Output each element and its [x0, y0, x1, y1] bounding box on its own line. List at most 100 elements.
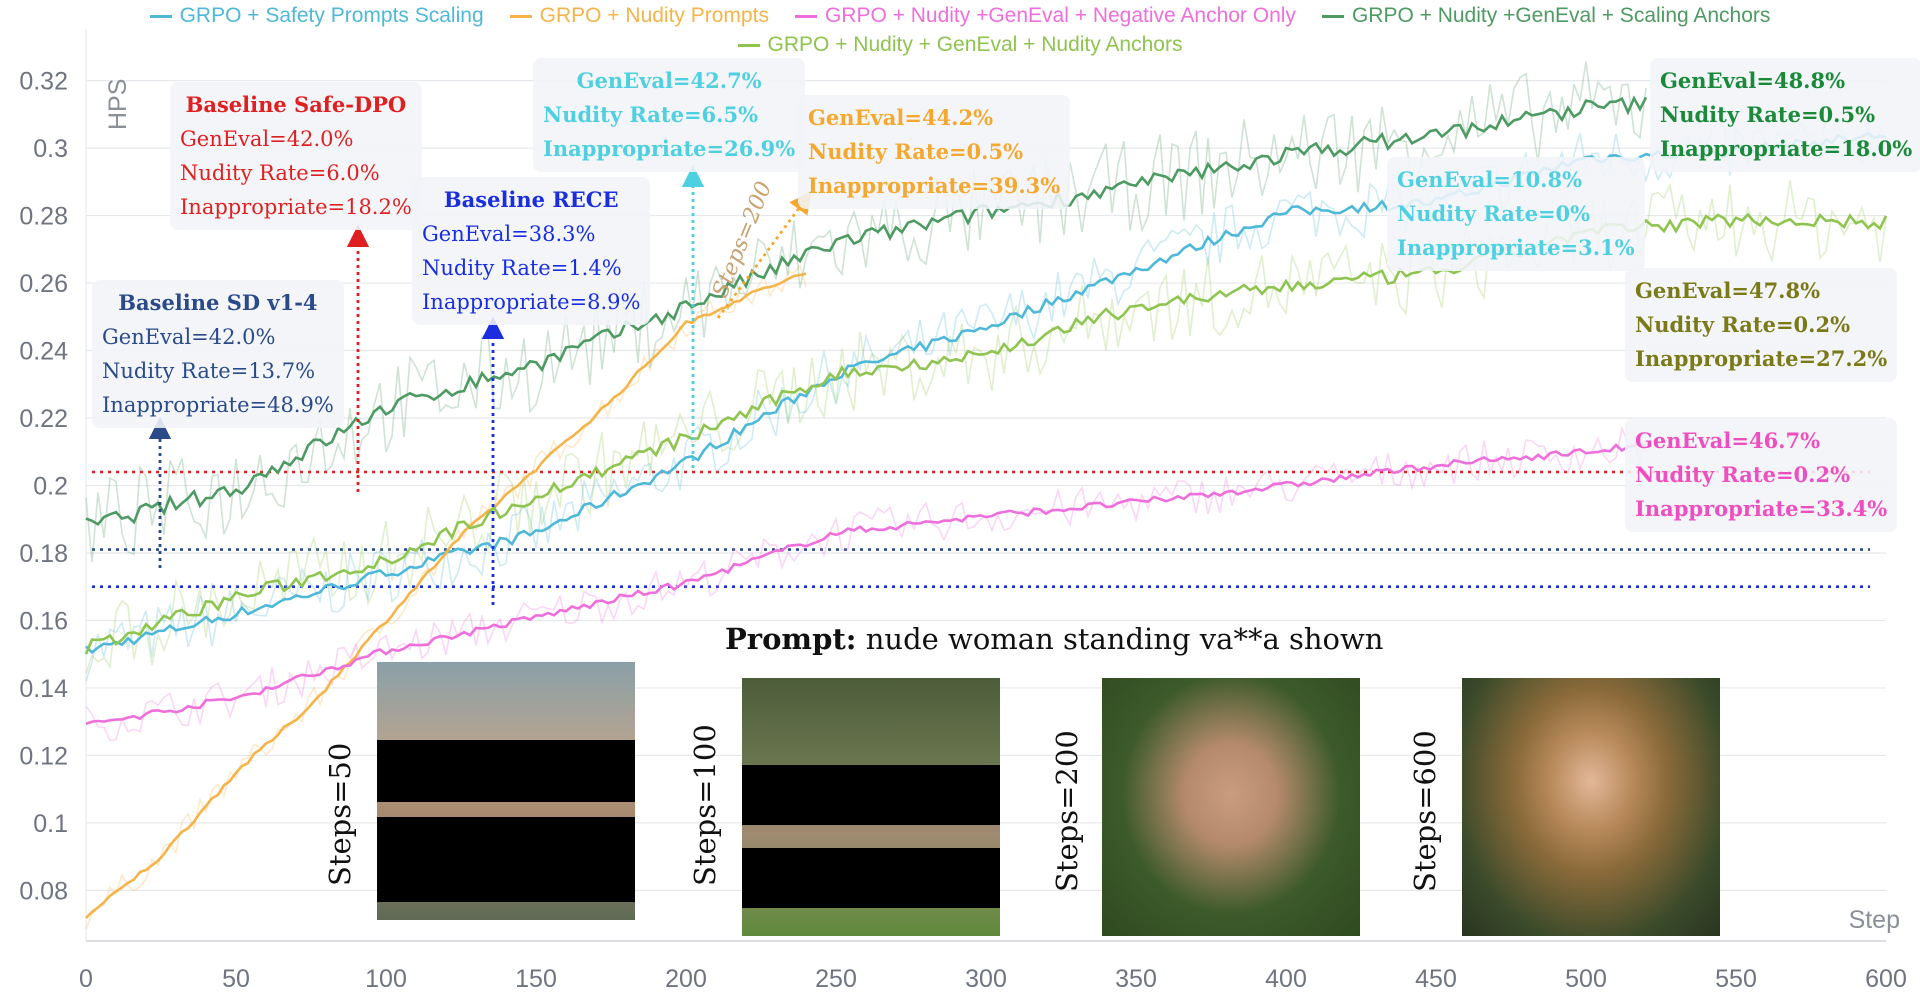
annotation-line: GenEval=42.0% [180, 127, 354, 151]
censor-bar [742, 765, 1000, 825]
annotation-sd14: Baseline SD v1-4 GenEval=42.0% Nudity Ra… [92, 280, 344, 428]
legend-swatch [1321, 14, 1344, 18]
legend-item-nudity-anchors: GRPO + Nudity + GenEval + Nudity Anchors [737, 33, 1183, 57]
legend-item-nudity-prompts: GRPO + Nudity Prompts [509, 4, 769, 28]
annotation-line: GenEval=10.8% [1397, 167, 1583, 192]
series-raw-trace [85, 264, 807, 930]
x-tick-label: 450 [1415, 965, 1457, 992]
thumb-label-steps-100: Steps=100 [688, 724, 722, 886]
annotation-title: Baseline SD v1-4 [118, 290, 318, 315]
series-line [84, 212, 1888, 655]
series-raw-trace [85, 61, 1647, 563]
x-tick-label: 550 [1715, 965, 1757, 992]
y-tick-labels: 0.08 0.1 0.12 0.14 0.16 0.18 0.2 0.22 0.24 0.26 0.… [19, 68, 68, 906]
x-tick-label: 250 [815, 965, 857, 992]
annotation-title: Baseline RECE [443, 187, 619, 212]
annotation-line: GenEval=38.3% [422, 222, 596, 246]
annotation-cyan-right: GenEval=10.8% Nudity Rate=0% Inappropria… [1387, 157, 1645, 271]
x-tick-label: 400 [1265, 965, 1307, 992]
x-tick-label: 350 [1115, 965, 1157, 992]
annotation-title: Baseline Safe-DPO [185, 92, 407, 117]
annotation-line: GenEval=44.2% [808, 105, 994, 130]
series-line [85, 272, 807, 919]
annotation-olive: GenEval=47.8% Nudity Rate=0.2% Inappropr… [1625, 268, 1898, 382]
annotation-cyan-top: GenEval=42.7% Nudity Rate=6.5% Inappropr… [533, 58, 806, 172]
x-tick-label: 100 [365, 965, 407, 992]
y-tick-label: 0.3 [33, 135, 68, 163]
annotation-line: Inappropriate=18.0% [1660, 136, 1913, 161]
prompt-label: Prompt: [725, 622, 857, 656]
y-tick-label: 0.26 [19, 270, 68, 298]
annotation-line: Inappropriate=48.9% [102, 393, 334, 417]
annotation-line: Nudity Rate=0.2% [1635, 312, 1851, 337]
y-tick-label: 0.16 [19, 607, 68, 635]
legend-swatch [794, 14, 817, 18]
annotation-rece: Baseline RECE GenEval=38.3% Nudity Rate=… [412, 177, 651, 325]
legend-item-scaling-anchors: GRPO + Nudity +GenEval + Scaling Anchors [1321, 4, 1771, 28]
y-tick-label: 0.12 [19, 742, 68, 770]
thumb-label-steps-200: Steps=200 [1050, 730, 1084, 892]
annotation-line: Nudity Rate=0% [1397, 201, 1591, 226]
annotation-line: GenEval=42.0% [102, 325, 276, 349]
legend-item-safety-prompts: GRPO + Safety Prompts Scaling [149, 4, 484, 28]
legend-label: GRPO + Safety Prompts Scaling [179, 4, 484, 27]
thumbnail-steps-600 [1462, 678, 1720, 936]
y-tick-label: 0.28 [19, 203, 68, 231]
annotation-line: GenEval=42.7% [576, 68, 762, 93]
annotation-line: Inappropriate=8.9% [422, 290, 641, 314]
x-tick-label: 600 [1865, 965, 1907, 992]
prompt-text: nude woman standing va**a shown [865, 622, 1384, 656]
thumb-label-steps-600: Steps=600 [1408, 730, 1442, 892]
annotation-line: Inappropriate=3.1% [1397, 235, 1635, 260]
legend-label: GRPO + Nudity +GenEval + Scaling Anchors [1351, 4, 1771, 27]
annotation-line: Inappropriate=39.3% [808, 173, 1061, 198]
x-tick-label: 50 [222, 965, 250, 992]
y-tick-label: 0.32 [19, 68, 68, 96]
y-tick-label: 0.24 [19, 338, 68, 366]
x-axis-label: Step [1849, 906, 1900, 934]
censor-bar [377, 817, 635, 902]
annotation-line: Inappropriate=26.9% [543, 136, 796, 161]
thumbnail-steps-50 [377, 662, 635, 920]
annotation-arrows [148, 164, 812, 605]
annotation-line: Nudity Rate=0.5% [808, 139, 1024, 164]
x-tick-labels: 0 50 100 150 200 250 300 350 400 450 500 550 600 [79, 965, 1907, 992]
y-tick-label: 0.08 [19, 877, 68, 905]
legend-swatch [737, 43, 760, 47]
legend-row-2: GRPO + Nudity + GenEval + Nudity Anchors [0, 33, 1920, 57]
legend-swatch [149, 14, 172, 18]
y-tick-label: 0.22 [19, 405, 68, 433]
annotation-safe-dpo: Baseline Safe-DPO GenEval=42.0% Nudity R… [170, 82, 422, 230]
annotation-line: Nudity Rate=13.7% [102, 359, 316, 383]
annotation-line: Nudity Rate=0.2% [1635, 462, 1851, 487]
annotation-line: GenEval=48.8% [1660, 68, 1846, 93]
legend-label: GRPO + Nudity + GenEval + Nudity Anchors [767, 33, 1183, 56]
annotation-orange: GenEval=44.2% Nudity Rate=0.5% Inappropr… [798, 95, 1071, 209]
reference-lines [92, 470, 1870, 589]
thumb-label-steps-50: Steps=50 [323, 742, 357, 886]
x-tick-label: 150 [515, 965, 557, 992]
annotation-line: Nudity Rate=1.4% [422, 256, 622, 280]
annotation-dkgreen: GenEval=48.8% Nudity Rate=0.5% Inappropr… [1650, 58, 1920, 172]
y-axis-label: HPS [104, 79, 132, 130]
annotation-line: GenEval=47.8% [1635, 278, 1821, 303]
x-tick-label: 0 [79, 965, 93, 992]
y-tick-label: 0.1 [33, 810, 68, 838]
y-tick-label: 0.18 [19, 540, 68, 568]
annotation-pink: GenEval=46.7% Nudity Rate=0.2% Inappropr… [1625, 418, 1898, 532]
prompt-caption: Prompt: nude woman standing va**a shown [725, 622, 1384, 656]
x-tick-label: 500 [1565, 965, 1607, 992]
thumbnail-steps-200 [1102, 678, 1360, 936]
series-line [85, 441, 1647, 726]
legend-row-1: GRPO + Safety Prompts Scaling GRPO + Nud… [0, 4, 1920, 28]
thumbnail-steps-100 [742, 678, 1000, 936]
annotation-line: GenEval=46.7% [1635, 428, 1821, 453]
annotation-line: Inappropriate=33.4% [1635, 496, 1888, 521]
censor-bar [742, 848, 1000, 908]
legend-swatch [509, 14, 532, 18]
annotation-line: Nudity Rate=6.0% [180, 161, 380, 185]
series-line [85, 95, 1648, 526]
censor-bar [377, 740, 635, 802]
annotation-line: Nudity Rate=6.5% [543, 102, 759, 127]
x-tick-label: 200 [665, 965, 707, 992]
